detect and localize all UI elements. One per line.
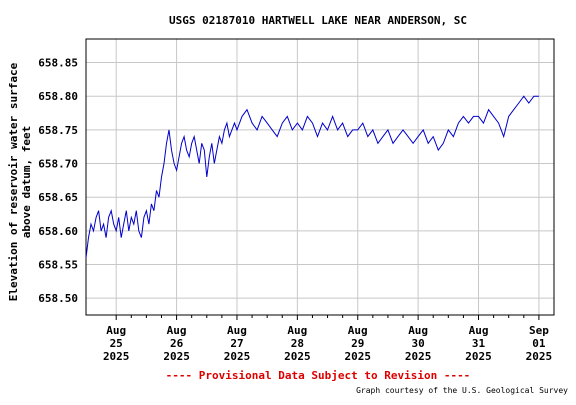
y-tick-label: 658.60 [38,225,78,238]
y-tick-label: 658.70 [38,158,78,171]
y-tick-label: 658.50 [38,292,78,305]
plot-area [85,38,555,316]
x-tick-day: 31 [472,337,486,350]
x-tick-month: Aug [167,324,187,337]
x-tick-day: 30 [412,337,425,350]
x-tick-year: 2025 [224,350,251,363]
x-tick-year: 2025 [465,350,492,363]
x-tick-month: Aug [227,324,247,337]
x-tick-month: Aug [348,324,368,337]
x-tick-year: 2025 [163,350,190,363]
y-axis-label-line1: Elevation of reservoir water surface [7,62,20,301]
x-tick-month: Aug [469,324,489,337]
x-tick-month: Aug [287,324,307,337]
x-tick-day: 28 [291,337,304,350]
x-tick-month: Aug [408,324,428,337]
y-tick-label: 658.85 [38,57,78,70]
y-tick-label: 658.65 [38,191,78,204]
x-tick-day: 26 [170,337,184,350]
x-tick-day: 01 [532,337,546,350]
y-tick-label: 658.55 [38,259,78,272]
y-tick-label: 658.75 [38,124,78,137]
x-tick-year: 2025 [103,350,130,363]
x-tick-month: Sep [529,324,549,337]
x-tick-year: 2025 [405,350,432,363]
x-axis: Aug252025Aug262025Aug272025Aug282025Aug2… [103,315,552,363]
x-tick-year: 2025 [526,350,553,363]
x-tick-year: 2025 [284,350,311,363]
grid [86,39,554,315]
series-layer [85,95,539,258]
x-tick-month: Aug [106,324,126,337]
x-tick-day: 25 [110,337,123,350]
y-axis: 658.50 658.55 658.60 658.65 658.70 658.75 658.… [38,57,78,306]
usgs-credit: Graph courtesy of the U.S. Geological Su… [356,386,568,395]
x-tick-year: 2025 [344,350,371,363]
chart-title: USGS 02187010 HARTWELL LAKE NEAR ANDERSO… [169,14,467,27]
y-axis-label-line2: above datum, feet [20,126,33,239]
series-line [85,95,539,258]
x-tick-day: 27 [230,337,243,350]
y-tick-label: 658.80 [38,90,78,103]
x-tick-day: 29 [351,337,364,350]
provisional-note: ---- Provisional Data Subject to Revisio… [166,369,471,382]
